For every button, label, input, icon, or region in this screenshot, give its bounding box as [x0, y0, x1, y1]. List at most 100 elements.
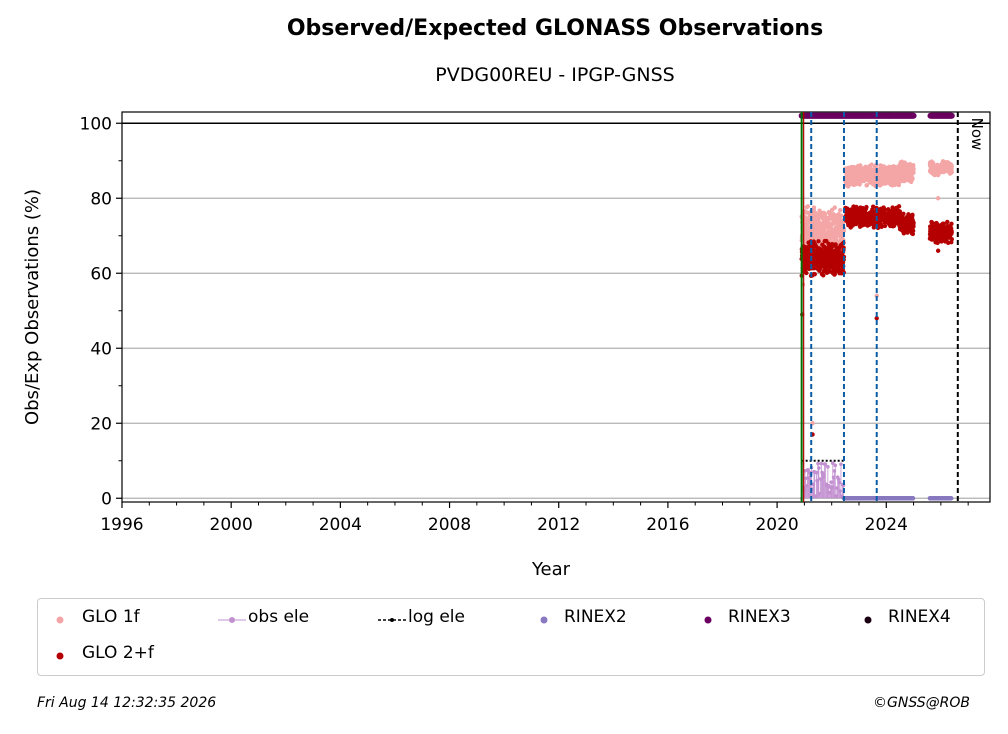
legend-item-rinex4: RINEX4 [858, 607, 951, 627]
obs-ele-point [833, 463, 838, 468]
glo2f-point [901, 211, 906, 216]
legend-label: RINEX3 [728, 607, 791, 627]
obs-ele-point [839, 462, 843, 466]
glo2f-point [816, 239, 821, 244]
glo2f-point [910, 231, 916, 237]
glo1f-point [838, 213, 844, 218]
glo2f-point [879, 224, 884, 229]
obs-ele-point [832, 469, 837, 473]
glo1f-point [811, 205, 817, 210]
y-tick-label: 40 [90, 339, 112, 359]
glo2f-point [896, 204, 902, 209]
obs-ele-point [814, 470, 819, 475]
glo2f-point [864, 204, 869, 210]
glo1f-point [911, 163, 916, 168]
glo2f-point [812, 271, 817, 277]
x-tick-label: 2008 [428, 515, 471, 535]
legend-label: GLO 1f [82, 607, 140, 627]
glo2f-point [949, 221, 954, 226]
obs-ele-point [836, 477, 841, 481]
obs-ele-point [816, 461, 820, 466]
rinex3-point [948, 112, 955, 119]
glo1f-point [874, 293, 879, 298]
glo1f-point [911, 166, 916, 172]
glo1f-point [911, 170, 916, 175]
chart-subtitle: PVDG00REU - IPGP-GNSS [435, 64, 675, 86]
y-tick-label: 100 [80, 114, 112, 134]
glo1f-point [949, 164, 954, 169]
y-tick-label: 0 [101, 489, 112, 509]
glo1f-point [935, 196, 941, 201]
legend-item-glo2f: GLO 2+f [52, 643, 154, 663]
timestamp: Fri Aug 14 12:32:35 2026 [37, 695, 217, 711]
glo2f-point [882, 207, 888, 212]
legend-item-obs-ele: obs ele [218, 607, 309, 627]
obs-ele-point [819, 461, 824, 466]
obs-ele-point [837, 480, 842, 485]
obs-ele-point [817, 466, 821, 470]
glo2f-point [870, 204, 876, 209]
glo1f-point [897, 179, 903, 184]
glo1f-point [822, 211, 828, 217]
obs-ele-point [829, 480, 833, 484]
glo2f-point [821, 273, 826, 278]
glo1f-point [864, 183, 870, 188]
legend-label: RINEX4 [888, 607, 951, 627]
chart-legend: GLO 1f obs ele log ele RINEX2 RINEX3 RIN… [37, 598, 985, 676]
legend-item-rinex3: RINEX3 [698, 607, 791, 627]
legend-label: log ele [408, 607, 465, 627]
x-tick-label: 1996 [100, 515, 143, 535]
obs-ele-point [806, 468, 811, 472]
glo2f-point [804, 270, 809, 276]
chart-title: Observed/Expected GLONASS Observations [286, 16, 824, 41]
plot-content [798, 112, 959, 502]
y-tick-label: 20 [90, 414, 112, 434]
glo2f-point [949, 230, 954, 235]
glo2f-point [949, 237, 954, 242]
rinex3-point [910, 112, 917, 119]
obs-ele-point [838, 489, 842, 493]
rinex2-point [948, 495, 954, 501]
glo2f-point [941, 221, 947, 226]
rinex2-point [910, 495, 916, 501]
glo2f-point [910, 212, 915, 218]
glo1f-point [805, 204, 811, 209]
credit: ©GNSS@ROB [873, 695, 970, 711]
x-axis-label: Year [531, 559, 571, 580]
plot-frame [121, 111, 991, 503]
x-tick-label: 2000 [210, 515, 253, 535]
x-tick-label: 2024 [865, 515, 908, 535]
glo1f-point [910, 176, 915, 181]
x-tick-label: 2016 [646, 515, 689, 535]
legend-item-glo1f: GLO 1f [52, 607, 140, 627]
glo2f-point [945, 219, 950, 225]
glo1f-point [869, 162, 874, 167]
obs-ele-point [823, 462, 828, 466]
glo1f-point [930, 160, 936, 166]
x-tick-label: 2020 [755, 515, 798, 535]
obs-ele-point [803, 476, 808, 481]
glo2f-point [935, 248, 941, 253]
y-tick-label: 80 [90, 189, 112, 209]
now-label: Now [968, 118, 986, 151]
y-tick-label: 60 [90, 264, 112, 284]
legend-label: obs ele [248, 607, 310, 627]
glo1f-point [834, 237, 839, 243]
y-axis-label: Obs/Exp Observations (%) [22, 189, 43, 425]
glo1f-point [949, 169, 954, 175]
obs-ele-point [830, 461, 835, 465]
glo2f-point [901, 231, 907, 236]
glo2f-point [874, 316, 879, 321]
legend-label: GLO 2+f [82, 643, 154, 663]
x-tick-label: 2012 [537, 515, 580, 535]
glo2f-point [910, 228, 916, 233]
glo1f-point [841, 228, 847, 234]
x-tick-label: 2004 [319, 515, 362, 535]
glo2f-point [882, 223, 888, 229]
glo2f-point [911, 224, 916, 229]
glo1f-point [832, 205, 837, 210]
glo1f-point [838, 207, 843, 213]
legend-item-rinex2: RINEX2 [534, 607, 627, 627]
glo2f-point [911, 220, 916, 225]
